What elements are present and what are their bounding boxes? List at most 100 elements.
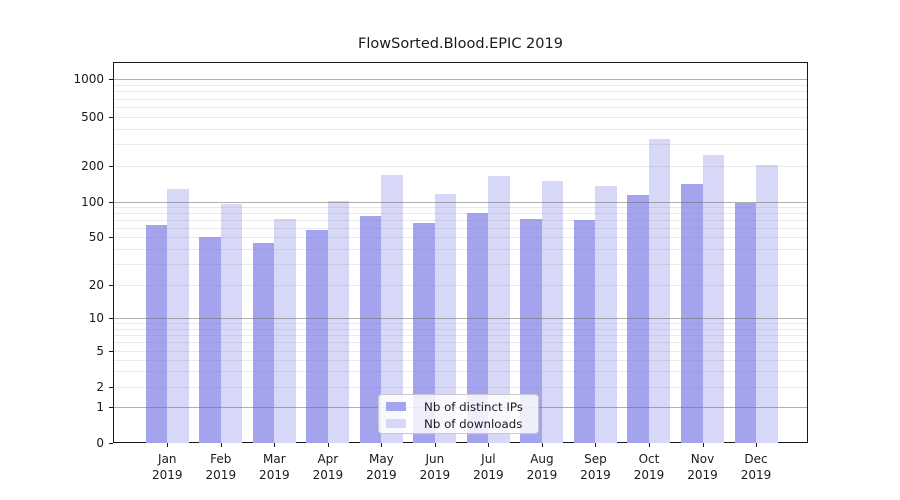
xtick-mar: [274, 443, 276, 447]
plot-area: [113, 62, 808, 443]
ytick-1: [109, 407, 113, 408]
gridline-10: [114, 318, 807, 319]
gridline-3: [114, 371, 807, 373]
ytick-20: [109, 285, 113, 286]
xtick-jul: [488, 443, 490, 447]
gridline-70: [114, 220, 807, 221]
legend-item-0: Nb of distinct IPs: [386, 398, 538, 415]
xtick-feb: [220, 443, 222, 447]
ytick-10: [109, 318, 113, 319]
bar-downloads-jul: [488, 175, 510, 443]
xtick-label-mar: Mar 2019: [259, 452, 290, 482]
ytick-label-500: 500: [81, 110, 104, 124]
gridline-8: [114, 328, 807, 330]
ytick-label-0: 0: [96, 436, 104, 450]
bar-distinct-ips-jan: [145, 225, 168, 443]
xtick-label-dec: Dec 2019: [740, 452, 772, 482]
ytick-label-1: 1: [96, 400, 104, 414]
bar-distinct-ips-aug: [520, 218, 542, 443]
xtick-label-apr: Apr 2019: [312, 452, 344, 482]
bar-distinct-ips-jun: [413, 222, 435, 443]
bar-downloads-may: [381, 175, 403, 443]
gridline-20: [114, 285, 807, 286]
ytick-500: [109, 117, 113, 118]
gridline-200: [114, 166, 807, 167]
bar-distinct-ips-mar: [252, 242, 275, 443]
gridline-100: [114, 202, 807, 203]
gridline-5: [114, 351, 807, 352]
ytick-label-200: 200: [81, 159, 104, 173]
xtick-label-nov: Nov 2019: [687, 452, 718, 482]
ytick-200: [109, 166, 113, 167]
bar-downloads-sep: [595, 186, 617, 443]
ytick-0: [109, 443, 113, 444]
legend-item-1: Nb of downloads: [386, 415, 538, 432]
ytick-label-20: 20: [88, 278, 104, 292]
xtick-may: [381, 443, 383, 447]
gridline-40: [114, 248, 807, 250]
ytick-2: [109, 387, 113, 388]
ytick-label-5: 5: [96, 344, 104, 358]
legend-swatch-1: [386, 419, 406, 428]
bar-distinct-ips-nov: [681, 184, 703, 443]
xtick-label-sep: Sep 2019: [580, 452, 611, 482]
gridline-7: [114, 334, 807, 336]
gridline-700: [114, 98, 807, 100]
bar-downloads-mar: [274, 219, 296, 443]
gridline-50: [114, 237, 807, 238]
xtick-label-may: May 2019: [366, 452, 397, 482]
bar-downloads-aug: [541, 181, 564, 443]
bar-downloads-nov: [702, 155, 724, 443]
legend-swatch-0: [386, 402, 406, 411]
bar-distinct-ips-dec: [734, 202, 757, 443]
bar-downloads-feb: [220, 203, 243, 443]
xtick-label-jan: Jan 2019: [152, 452, 183, 482]
xtick-label-jul: Jul 2019: [473, 452, 504, 482]
ytick-label-100: 100: [81, 195, 104, 209]
xtick-jan: [167, 443, 169, 447]
xtick-label-aug: Aug 2019: [526, 452, 558, 482]
bar-distinct-ips-apr: [306, 229, 328, 443]
xtick-nov: [702, 443, 704, 447]
gridline-300: [114, 144, 807, 146]
legend-label-1: Nb of downloads: [424, 416, 523, 431]
gridline-30: [114, 263, 807, 265]
legend: Nb of distinct IPs Nb of downloads: [378, 394, 539, 434]
bar-distinct-ips-may: [359, 215, 382, 443]
bar-distinct-ips-feb: [199, 237, 221, 443]
ytick-100: [109, 202, 113, 203]
gridline-800: [114, 91, 807, 93]
legend-label-0: Nb of distinct IPs: [424, 399, 523, 414]
xtick-dec: [756, 443, 758, 447]
xtick-label-feb: Feb 2019: [205, 452, 237, 482]
gridline-400: [114, 128, 807, 130]
gridline-9: [114, 323, 807, 325]
ytick-5: [109, 351, 113, 352]
ytick-label-50: 50: [88, 230, 104, 244]
gridline-80: [114, 213, 807, 215]
ytick-1000: [109, 79, 113, 80]
bar-downloads-jan: [167, 189, 189, 443]
gridline-1000: [114, 79, 807, 80]
bar-distinct-ips-jul: [466, 212, 489, 443]
gridline-6: [114, 342, 807, 344]
ytick-label-1000: 1000: [73, 72, 104, 86]
xtick-apr: [327, 443, 329, 447]
gridline-90: [114, 207, 807, 209]
xtick-aug: [541, 443, 543, 447]
gridline-4: [114, 359, 807, 361]
gridline-500: [114, 117, 807, 118]
gridline-600: [114, 107, 807, 108]
gridline-2: [114, 387, 807, 388]
xtick-label-jun: Jun 2019: [419, 452, 451, 482]
ytick-label-10: 10: [88, 311, 104, 325]
bar-downloads-oct: [648, 139, 671, 443]
gridline-900: [114, 84, 807, 86]
bar-distinct-ips-sep: [573, 220, 596, 443]
xtick-jun: [434, 443, 436, 447]
gridline-60: [114, 227, 807, 229]
chart-title: FlowSorted.Blood.EPIC 2019: [358, 36, 563, 52]
ytick-label-2: 2: [96, 380, 104, 394]
xtick-oct: [648, 443, 650, 447]
